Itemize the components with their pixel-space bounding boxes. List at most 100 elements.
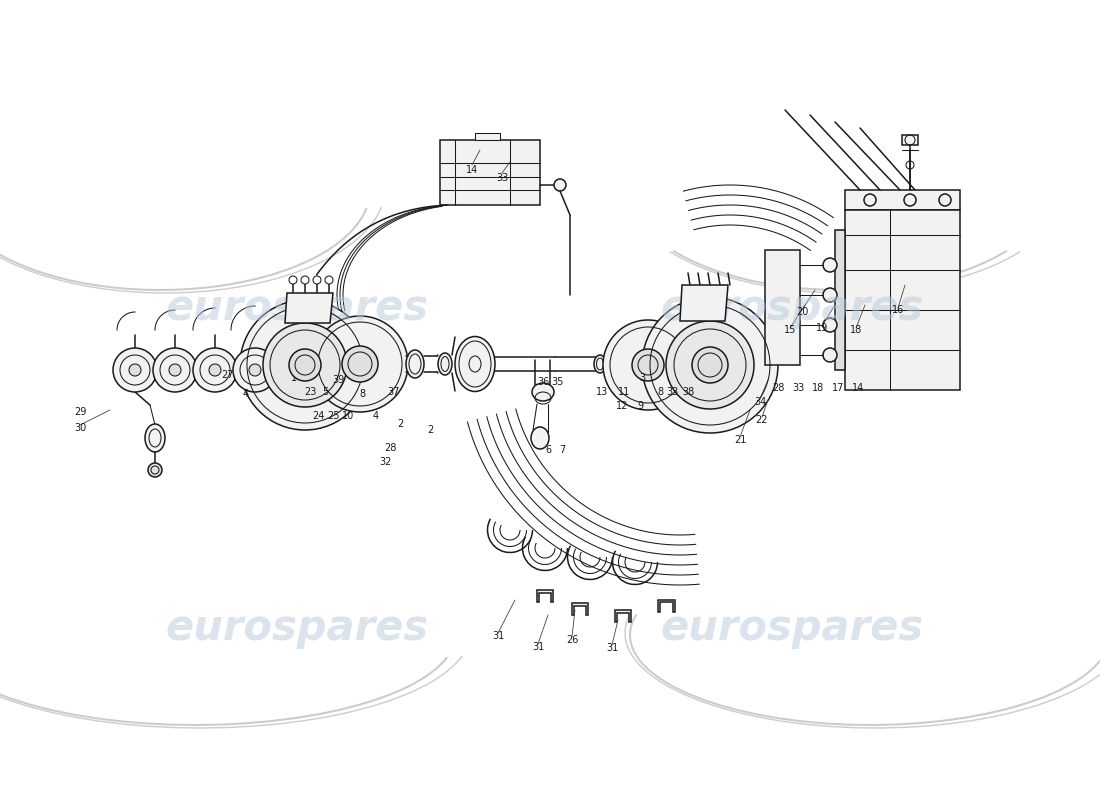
Text: 28: 28 (384, 443, 396, 453)
Text: 31: 31 (606, 643, 618, 653)
Circle shape (692, 347, 728, 383)
Polygon shape (285, 293, 333, 323)
Text: 35: 35 (552, 377, 564, 387)
Circle shape (603, 320, 693, 410)
Text: 19: 19 (816, 323, 828, 333)
Text: 2: 2 (397, 419, 403, 429)
Text: 11: 11 (618, 387, 630, 397)
Text: eurospares: eurospares (165, 287, 429, 329)
Text: 17: 17 (832, 383, 844, 393)
Ellipse shape (406, 350, 424, 378)
Text: 3: 3 (639, 373, 645, 383)
Text: 31: 31 (492, 631, 504, 641)
Text: 22: 22 (756, 415, 768, 425)
Text: 32: 32 (379, 457, 393, 467)
Text: 4: 4 (243, 389, 249, 399)
Ellipse shape (614, 355, 626, 373)
Text: 31: 31 (532, 642, 544, 652)
Text: 18: 18 (850, 325, 862, 335)
Text: 16: 16 (892, 305, 904, 315)
Circle shape (666, 321, 754, 409)
Text: eurospares: eurospares (660, 287, 924, 329)
Text: 26: 26 (565, 635, 579, 645)
Circle shape (823, 318, 837, 332)
Polygon shape (658, 600, 675, 612)
Circle shape (249, 364, 261, 376)
Ellipse shape (145, 424, 165, 452)
Polygon shape (902, 135, 918, 145)
Circle shape (289, 349, 321, 381)
Text: 8: 8 (359, 389, 365, 399)
Text: 14: 14 (466, 165, 478, 175)
Polygon shape (440, 140, 540, 205)
Circle shape (129, 364, 141, 376)
Text: 12: 12 (616, 401, 628, 411)
Text: 38: 38 (682, 387, 694, 397)
Circle shape (263, 323, 346, 407)
Polygon shape (537, 590, 553, 602)
Ellipse shape (455, 337, 495, 391)
Ellipse shape (594, 355, 606, 373)
Text: 33: 33 (792, 383, 804, 393)
Polygon shape (845, 190, 960, 210)
Circle shape (632, 349, 664, 381)
Text: 20: 20 (795, 307, 808, 317)
Text: 28: 28 (772, 383, 784, 393)
Circle shape (113, 348, 157, 392)
Text: 23: 23 (304, 387, 316, 397)
Circle shape (823, 288, 837, 302)
Text: 8: 8 (657, 387, 663, 397)
Polygon shape (835, 230, 845, 370)
Circle shape (314, 276, 321, 284)
Ellipse shape (531, 427, 549, 449)
Circle shape (823, 348, 837, 362)
Circle shape (233, 348, 277, 392)
Text: 5: 5 (322, 387, 328, 397)
Text: 15: 15 (784, 325, 796, 335)
Circle shape (169, 364, 182, 376)
Text: 14: 14 (851, 383, 865, 393)
Text: 33: 33 (666, 387, 678, 397)
Polygon shape (475, 133, 500, 140)
Circle shape (301, 276, 309, 284)
Circle shape (554, 179, 566, 191)
Text: 25: 25 (328, 411, 340, 421)
Text: 1: 1 (290, 373, 297, 383)
Text: 30: 30 (74, 423, 86, 433)
Ellipse shape (148, 463, 162, 477)
Text: 37: 37 (387, 387, 399, 397)
Text: 29: 29 (74, 407, 86, 417)
Text: 7: 7 (559, 445, 565, 455)
Polygon shape (845, 210, 960, 390)
Text: 9: 9 (637, 401, 644, 411)
Text: 24: 24 (311, 411, 324, 421)
Text: 6: 6 (544, 445, 551, 455)
Text: 34: 34 (754, 397, 766, 407)
Ellipse shape (438, 353, 452, 375)
Circle shape (342, 346, 378, 382)
Text: 39: 39 (332, 375, 344, 385)
Text: 4: 4 (373, 411, 380, 421)
Text: 10: 10 (342, 411, 354, 421)
Circle shape (192, 348, 236, 392)
Text: 13: 13 (596, 387, 608, 397)
Circle shape (240, 300, 370, 430)
Circle shape (209, 364, 221, 376)
Circle shape (153, 348, 197, 392)
Text: eurospares: eurospares (660, 607, 924, 649)
Text: eurospares: eurospares (165, 607, 429, 649)
Polygon shape (680, 285, 728, 321)
Circle shape (642, 297, 778, 433)
Polygon shape (764, 250, 800, 365)
Circle shape (324, 276, 333, 284)
Circle shape (823, 258, 837, 272)
Polygon shape (572, 603, 588, 615)
Ellipse shape (532, 383, 554, 401)
Polygon shape (615, 610, 631, 622)
Circle shape (289, 276, 297, 284)
Text: 18: 18 (812, 383, 824, 393)
Circle shape (312, 316, 408, 412)
Text: 2: 2 (427, 425, 433, 435)
Text: 33: 33 (496, 173, 508, 183)
Text: 27: 27 (222, 370, 234, 380)
